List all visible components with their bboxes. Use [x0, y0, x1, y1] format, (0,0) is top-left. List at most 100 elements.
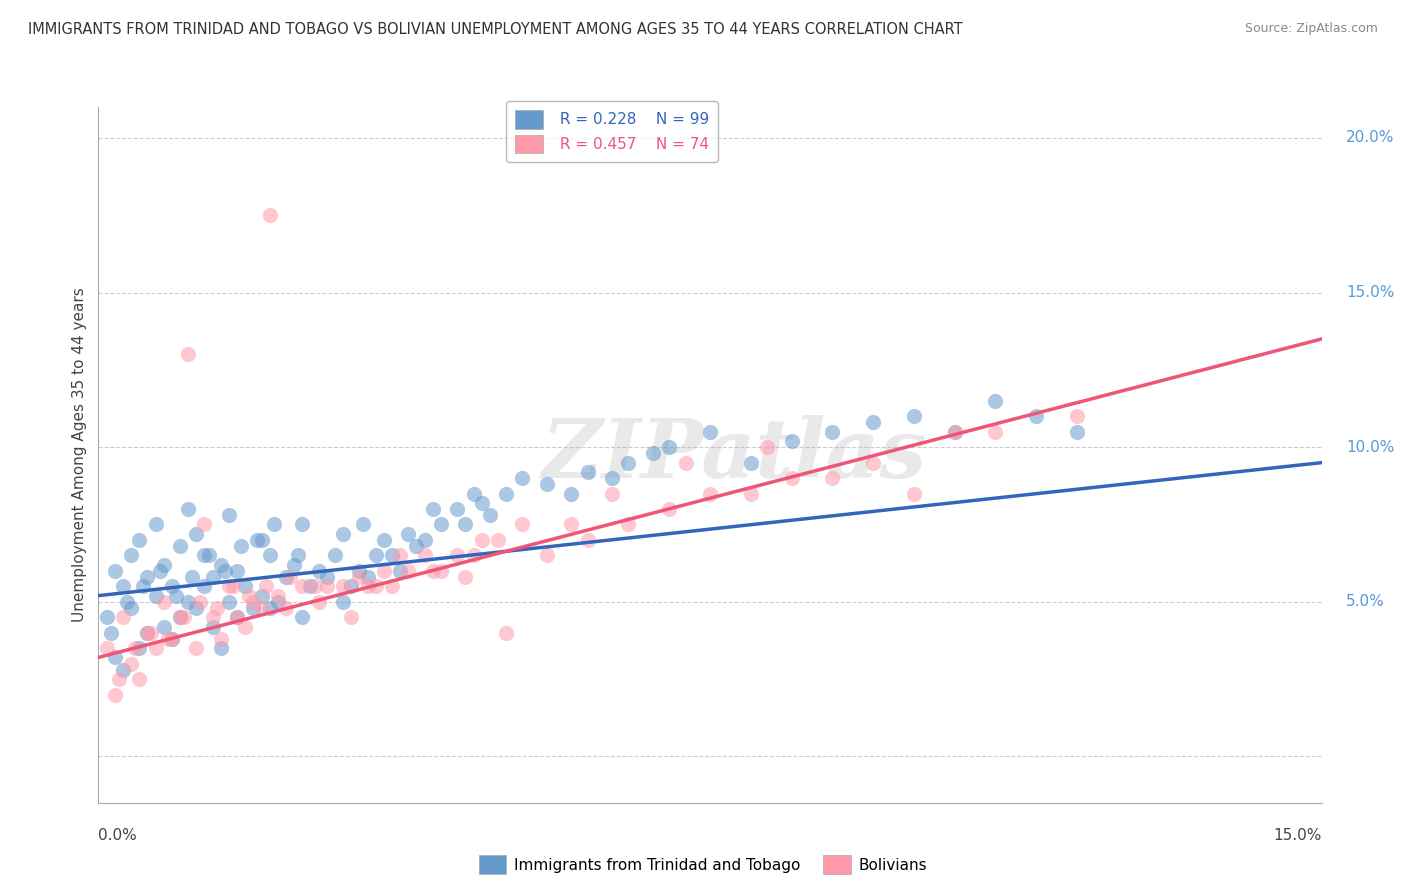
Point: [160, 632, 183, 646]
Point: [186, 526, 208, 541]
Point: [141, 625, 163, 640]
Point: [617, 456, 640, 470]
Point: [201, 570, 224, 584]
Point: [274, 601, 297, 615]
Point: [381, 579, 404, 593]
Point: [193, 517, 215, 532]
Point: [136, 625, 159, 640]
Point: [250, 601, 273, 615]
Point: [267, 595, 290, 609]
Point: [617, 517, 640, 532]
Point: [486, 533, 509, 547]
Point: [274, 570, 297, 584]
Point: [1025, 409, 1047, 424]
Point: [246, 533, 269, 547]
Point: [560, 517, 582, 532]
Point: [197, 549, 219, 563]
Point: [658, 440, 681, 454]
Point: [323, 549, 346, 563]
Point: [356, 579, 378, 593]
Point: [356, 570, 378, 584]
Point: [226, 610, 249, 624]
Point: [471, 496, 494, 510]
Point: [332, 595, 354, 609]
Point: [128, 533, 150, 547]
Point: [699, 486, 721, 500]
Point: [193, 549, 215, 563]
Point: [188, 595, 212, 609]
Point: [413, 549, 436, 563]
Point: [340, 579, 363, 593]
Point: [304, 579, 326, 593]
Text: 0.0%: 0.0%: [98, 828, 138, 843]
Point: [238, 589, 260, 603]
Point: [259, 601, 281, 615]
Point: [201, 619, 224, 633]
Point: [315, 579, 337, 593]
Point: [422, 564, 444, 578]
Point: [389, 564, 412, 578]
Text: 5.0%: 5.0%: [1346, 594, 1385, 609]
Legend:  R = 0.228    N = 99,  R = 0.457    N = 74: R = 0.228 N = 99, R = 0.457 N = 74: [506, 101, 718, 162]
Point: [115, 595, 138, 609]
Text: IMMIGRANTS FROM TRINIDAD AND TOBAGO VS BOLIVIAN UNEMPLOYMENT AMONG AGES 35 TO 44: IMMIGRANTS FROM TRINIDAD AND TOBAGO VS B…: [28, 22, 963, 37]
Point: [478, 508, 501, 523]
Point: [349, 570, 371, 584]
Point: [186, 641, 208, 656]
Point: [136, 625, 159, 640]
Point: [169, 610, 191, 624]
Text: Source: ZipAtlas.com: Source: ZipAtlas.com: [1244, 22, 1378, 36]
Point: [454, 517, 477, 532]
Point: [231, 539, 253, 553]
Point: [132, 579, 155, 593]
Point: [287, 549, 309, 563]
Point: [600, 471, 623, 485]
Point: [512, 517, 534, 532]
Point: [222, 579, 245, 593]
Text: ZIPatlas: ZIPatlas: [541, 415, 927, 495]
Point: [233, 619, 256, 633]
Point: [495, 625, 517, 640]
Point: [396, 564, 419, 578]
Point: [177, 347, 200, 361]
Point: [454, 570, 477, 584]
Point: [373, 564, 395, 578]
Point: [169, 539, 191, 553]
Point: [389, 549, 412, 563]
Point: [201, 610, 224, 624]
Point: [186, 601, 208, 615]
Point: [405, 539, 427, 553]
Point: [259, 549, 281, 563]
Point: [152, 558, 174, 572]
Point: [104, 688, 127, 702]
Point: [96, 641, 118, 656]
Point: [780, 434, 803, 448]
Point: [862, 456, 884, 470]
Point: [173, 610, 195, 624]
Point: [160, 632, 183, 646]
Point: [291, 517, 314, 532]
Point: [120, 601, 142, 615]
Point: [128, 641, 150, 656]
Point: [780, 471, 803, 485]
Point: [600, 486, 623, 500]
Point: [495, 486, 517, 500]
Point: [250, 589, 273, 603]
Point: [291, 579, 314, 593]
Point: [641, 446, 664, 460]
Point: [291, 610, 314, 624]
Point: [218, 579, 240, 593]
Point: [209, 558, 232, 572]
Point: [675, 456, 697, 470]
Point: [430, 517, 453, 532]
Point: [128, 672, 150, 686]
Point: [181, 570, 204, 584]
Point: [193, 579, 215, 593]
Point: [658, 502, 681, 516]
Point: [96, 610, 118, 624]
Point: [218, 508, 240, 523]
Point: [242, 601, 264, 615]
Point: [576, 465, 599, 479]
Point: [136, 570, 159, 584]
Point: [364, 549, 387, 563]
